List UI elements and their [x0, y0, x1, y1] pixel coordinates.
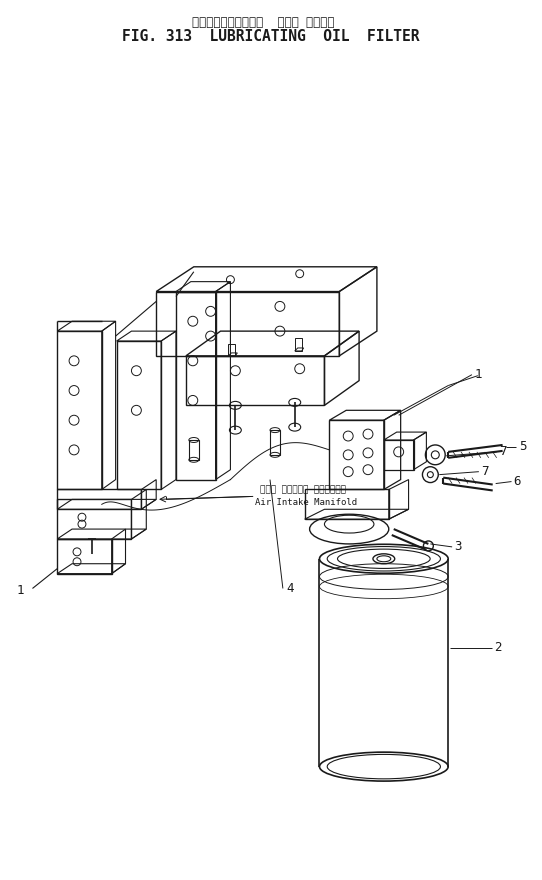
Text: エアー インテーク マニホールド: エアー インテーク マニホールド: [260, 485, 346, 494]
Text: 1: 1: [17, 584, 24, 597]
Text: 2: 2: [494, 642, 501, 655]
Text: 4: 4: [286, 582, 294, 595]
Text: 7: 7: [499, 445, 506, 458]
Text: 3: 3: [454, 540, 462, 554]
Text: ルーブリケーティング  オイル フィルタ: ルーブリケーティング オイル フィルタ: [192, 16, 334, 29]
Text: 6: 6: [514, 475, 521, 488]
Text: FIG. 313  LUBRICATING  OIL  FILTER: FIG. 313 LUBRICATING OIL FILTER: [122, 29, 420, 44]
Text: Air Intake Manifold: Air Intake Manifold: [255, 498, 357, 507]
Text: 7: 7: [481, 466, 488, 478]
Text: 1: 1: [474, 368, 482, 381]
Text: 5: 5: [519, 440, 526, 453]
